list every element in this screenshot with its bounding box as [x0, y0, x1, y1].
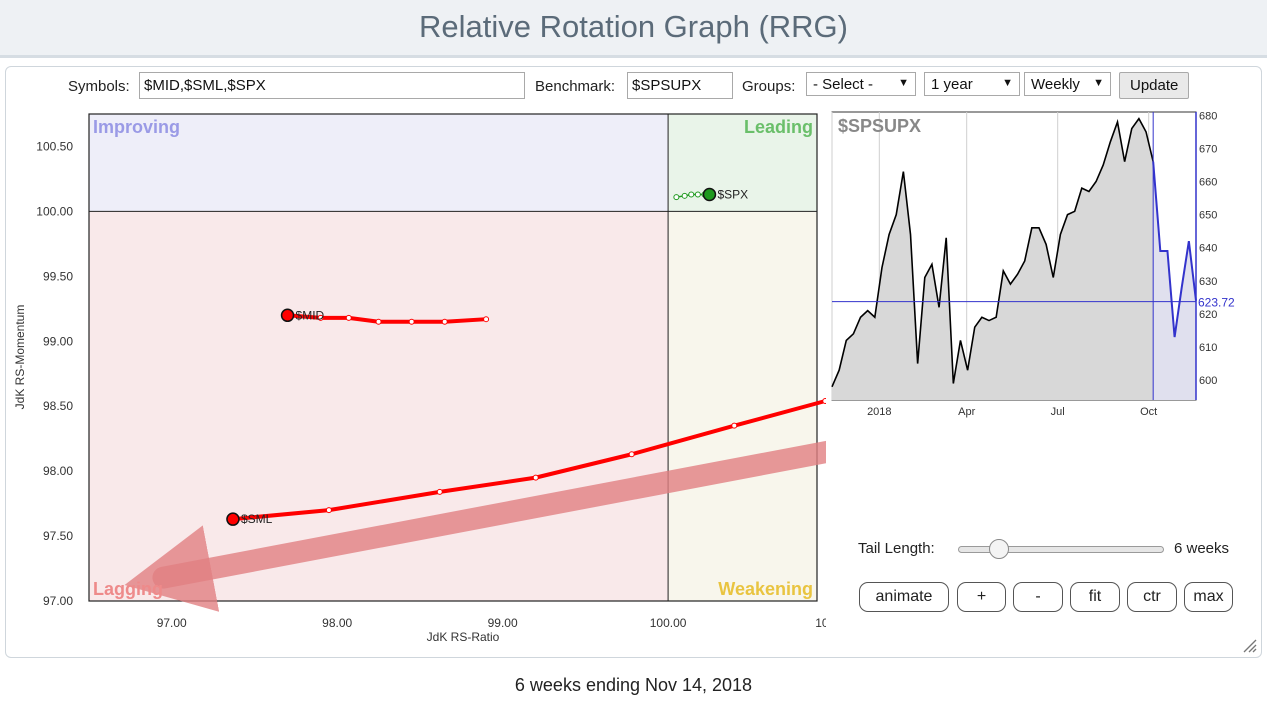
series-tail-point: [688, 191, 695, 198]
max-button[interactable]: max: [1184, 582, 1233, 612]
series-tail-point: [345, 314, 352, 321]
series-tail-point: [408, 318, 415, 325]
tail-length-label: Tail Length:: [858, 540, 935, 557]
quadrant-label-improving: Improving: [93, 117, 180, 137]
benchmark-highlight-line: [1152, 161, 1197, 338]
benchmark-x-tick-label: Jul: [1051, 406, 1065, 418]
series-head-point[interactable]: [226, 512, 240, 526]
benchmark-x-tick-label: Apr: [958, 406, 975, 418]
x-tick-label: 97.00: [157, 616, 187, 630]
groups-label: Groups:: [742, 78, 796, 95]
series-tail-point: [483, 316, 490, 323]
update-button[interactable]: Update: [1119, 72, 1190, 99]
series-sml[interactable]: $SML: [226, 398, 826, 527]
benchmark-label: Benchmark:: [535, 78, 616, 95]
y-axis-label: JdK RS-Momentum: [13, 305, 27, 410]
series-tail-point: [681, 192, 688, 199]
y-tick-label: 99.50: [43, 269, 73, 283]
chevron-down-icon: ▼: [898, 77, 909, 89]
trend-arrow: [124, 440, 826, 612]
series-tail-point: [731, 422, 738, 429]
x-tick-label: 98.00: [322, 616, 352, 630]
symbols-label: Symbols:: [68, 78, 130, 95]
y-tick-label: 97.00: [43, 594, 73, 608]
frequency-select-value: Weekly: [1031, 76, 1080, 93]
benchmark-line: [831, 117, 1154, 388]
period-select-value: 1 year: [931, 76, 973, 93]
benchmark-chart: 600 610 620 630 640 650 660 670 680 623.72 2018 Apr…: [831, 110, 1235, 418]
x-axis-label: JdK RS-Ratio: [427, 630, 500, 644]
footer-caption: 6 weeks ending Nov 14, 2018: [514, 675, 753, 695]
y-tick-label: 98.00: [43, 464, 73, 478]
benchmark-y-tick-label: 610: [1199, 342, 1217, 354]
benchmark-y-tick-label: 680: [1199, 110, 1217, 122]
benchmark-chart-title: $SPSUPX: [838, 116, 921, 136]
y-tick-label: 100.50: [36, 139, 73, 153]
tail-length-value: 6 weeks: [1174, 540, 1230, 557]
series-tail-point: [436, 488, 443, 495]
y-tick-label: 99.00: [43, 334, 73, 348]
chevron-down-icon: ▼: [1093, 77, 1104, 89]
benchmark-y-tick-label: 650: [1199, 210, 1217, 222]
benchmark-y-tick-label: 620: [1199, 309, 1217, 321]
tail-length-slider[interactable]: [958, 546, 1164, 553]
series-tail-point: [628, 451, 635, 458]
quadrant-weakening: [668, 211, 817, 601]
y-tick-label: 98.50: [43, 399, 73, 413]
chevron-down-icon: ▼: [1002, 77, 1013, 89]
series-tail-point: [532, 474, 539, 481]
benchmark-highlight-area: [1153, 161, 1196, 400]
center-button[interactable]: ctr: [1127, 582, 1177, 612]
benchmark-y-tick-label: 640: [1199, 243, 1217, 255]
page-title: Relative Rotation Graph (RRG): [0, 0, 1267, 58]
zoom-in-button[interactable]: +: [957, 582, 1006, 612]
rrg-chart[interactable]: $MID $SML $SPX 97.00 98.00 99.00 100.00 101.00…: [6, 67, 826, 659]
series-tail-point: [673, 194, 680, 201]
benchmark-current-value: 623.72: [1198, 296, 1235, 310]
quadrant-improving: [89, 114, 669, 212]
quadrant-label-lagging: Lagging: [93, 579, 163, 599]
quadrant-label-leading: Leading: [744, 117, 813, 137]
frequency-select[interactable]: Weekly ▼: [1024, 72, 1111, 96]
series-tail-point: [317, 314, 324, 321]
benchmark-x-tick-label: Oct: [1140, 406, 1157, 418]
rrg-panel: Symbols: Benchmark: Groups: - Select - ▼…: [5, 66, 1262, 658]
benchmark-y-tick-label: 630: [1199, 276, 1217, 288]
x-tick-label: 99.00: [488, 616, 518, 630]
series-tail-point: [441, 318, 448, 325]
series-tail-point: [375, 318, 382, 325]
benchmark-input[interactable]: [627, 72, 733, 99]
plot-frame: [88, 113, 818, 602]
series-mid[interactable]: $MID: [280, 308, 490, 325]
benchmark-y-tick-label: 660: [1199, 177, 1217, 189]
series-head-point[interactable]: [702, 187, 717, 202]
series-spx[interactable]: $SPX: [673, 187, 748, 202]
tail-length-slider-handle[interactable]: [989, 539, 1010, 559]
period-select[interactable]: 1 year ▼: [924, 72, 1020, 96]
y-tick-label: 97.50: [43, 529, 73, 543]
x-tick-label: 100.00: [650, 616, 687, 630]
benchmark-y-tick-label: 670: [1199, 143, 1217, 155]
series-label: $SML: [241, 512, 273, 526]
x-tick-label: 101.00: [815, 616, 826, 630]
groups-select-value: - Select -: [813, 76, 874, 93]
series-tail-point: [694, 191, 701, 198]
fit-button[interactable]: fit: [1070, 582, 1120, 612]
animate-button[interactable]: animate: [859, 582, 949, 612]
quadrant-label-weakening: Weakening: [718, 579, 813, 599]
zoom-out-button[interactable]: -: [1013, 582, 1063, 612]
y-tick-label: 100.00: [36, 204, 73, 218]
resize-handle-icon[interactable]: [1241, 637, 1257, 653]
series-tail-point: [822, 398, 826, 405]
groups-select[interactable]: - Select - ▼: [806, 72, 916, 96]
benchmark-x-tick-label: 2018: [867, 406, 891, 418]
series-label: $SPX: [717, 188, 748, 202]
series-head-point[interactable]: [280, 308, 295, 323]
benchmark-y-tick-label: 600: [1199, 375, 1217, 387]
series-label: $MID: [296, 308, 325, 322]
benchmark-area: [832, 118, 1154, 400]
series-tail-point: [325, 507, 332, 514]
symbols-input[interactable]: [139, 72, 525, 99]
